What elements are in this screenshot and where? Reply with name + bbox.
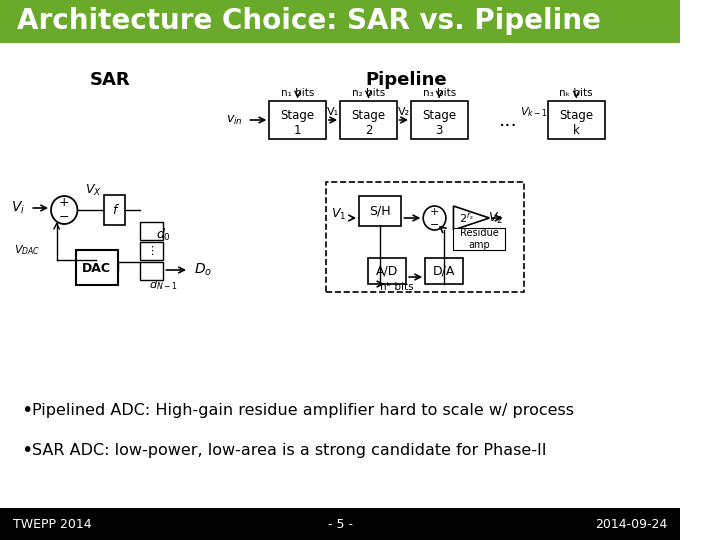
Text: 3: 3 bbox=[436, 124, 443, 137]
Text: Stage: Stage bbox=[559, 110, 593, 123]
FancyBboxPatch shape bbox=[269, 101, 326, 139]
Text: Pipeline: Pipeline bbox=[366, 71, 447, 89]
Text: n₂ bits: n₂ bits bbox=[352, 88, 385, 98]
Text: 1: 1 bbox=[294, 124, 302, 137]
FancyBboxPatch shape bbox=[340, 101, 397, 139]
FancyBboxPatch shape bbox=[548, 101, 605, 139]
Text: Stage: Stage bbox=[351, 110, 385, 123]
Text: k: k bbox=[573, 124, 580, 137]
FancyBboxPatch shape bbox=[411, 101, 467, 139]
Text: $V_{DAC}$: $V_{DAC}$ bbox=[14, 243, 40, 257]
Text: f: f bbox=[112, 204, 117, 217]
Text: SAR ADC: low-power, low-area is a strong candidate for Phase-II: SAR ADC: low-power, low-area is a strong… bbox=[32, 442, 546, 457]
Text: $V_1$: $V_1$ bbox=[330, 206, 346, 221]
Circle shape bbox=[423, 206, 446, 230]
Text: Residue
amp: Residue amp bbox=[459, 228, 498, 250]
Text: $V_{k-1}$: $V_{k-1}$ bbox=[520, 105, 548, 119]
Text: 2014-09-24: 2014-09-24 bbox=[595, 517, 667, 530]
Text: $V_X$: $V_X$ bbox=[85, 183, 102, 198]
Text: $V_i$: $V_i$ bbox=[12, 200, 25, 216]
FancyBboxPatch shape bbox=[0, 508, 680, 540]
Text: −: − bbox=[430, 220, 439, 230]
Polygon shape bbox=[454, 206, 490, 230]
Text: ...: ... bbox=[498, 111, 517, 130]
Text: $d_{N-1}$: $d_{N-1}$ bbox=[149, 278, 178, 292]
FancyBboxPatch shape bbox=[369, 258, 406, 284]
FancyBboxPatch shape bbox=[76, 250, 118, 285]
Text: $2^{r_s}$: $2^{r_s}$ bbox=[459, 211, 474, 225]
Text: DAC: DAC bbox=[82, 261, 111, 274]
Text: Pipelined ADC: High-gain residue amplifier hard to scale w/ process: Pipelined ADC: High-gain residue amplifi… bbox=[32, 402, 574, 417]
Circle shape bbox=[51, 196, 78, 224]
Text: •: • bbox=[21, 441, 32, 460]
Text: V₂: V₂ bbox=[397, 107, 410, 117]
Text: Stage: Stage bbox=[281, 110, 315, 123]
Text: n₃ bits: n₃ bits bbox=[423, 88, 456, 98]
Text: $D_o$: $D_o$ bbox=[194, 262, 212, 278]
Text: D/A: D/A bbox=[433, 265, 455, 278]
Text: ⋮: ⋮ bbox=[145, 246, 157, 256]
Text: nᵇ bits: nᵇ bits bbox=[380, 282, 413, 292]
FancyBboxPatch shape bbox=[0, 0, 680, 43]
Text: Stage: Stage bbox=[422, 110, 456, 123]
Text: - 5 -: - 5 - bbox=[328, 517, 353, 530]
FancyBboxPatch shape bbox=[359, 196, 402, 226]
Text: +: + bbox=[430, 207, 439, 217]
Text: •: • bbox=[21, 401, 32, 420]
Text: $V_2$: $V_2$ bbox=[488, 211, 503, 226]
Text: S/H: S/H bbox=[369, 205, 390, 218]
Text: $d_0$: $d_0$ bbox=[156, 227, 171, 243]
Text: $v_{in}$: $v_{in}$ bbox=[226, 113, 243, 126]
Text: A/D: A/D bbox=[376, 265, 398, 278]
Text: n₁ bits: n₁ bits bbox=[281, 88, 314, 98]
FancyBboxPatch shape bbox=[104, 195, 125, 225]
FancyBboxPatch shape bbox=[140, 242, 163, 260]
FancyBboxPatch shape bbox=[140, 222, 163, 240]
FancyBboxPatch shape bbox=[140, 262, 163, 280]
FancyBboxPatch shape bbox=[425, 258, 463, 284]
Text: −: − bbox=[59, 211, 70, 224]
FancyBboxPatch shape bbox=[454, 228, 505, 250]
Text: +: + bbox=[59, 195, 70, 208]
Text: V₁: V₁ bbox=[327, 107, 339, 117]
Text: 2: 2 bbox=[364, 124, 372, 137]
Text: nₖ bits: nₖ bits bbox=[559, 88, 593, 98]
Text: SAR: SAR bbox=[90, 71, 130, 89]
Text: Architecture Choice: SAR vs. Pipeline: Architecture Choice: SAR vs. Pipeline bbox=[17, 7, 601, 35]
Text: TWEPP 2014: TWEPP 2014 bbox=[13, 517, 92, 530]
